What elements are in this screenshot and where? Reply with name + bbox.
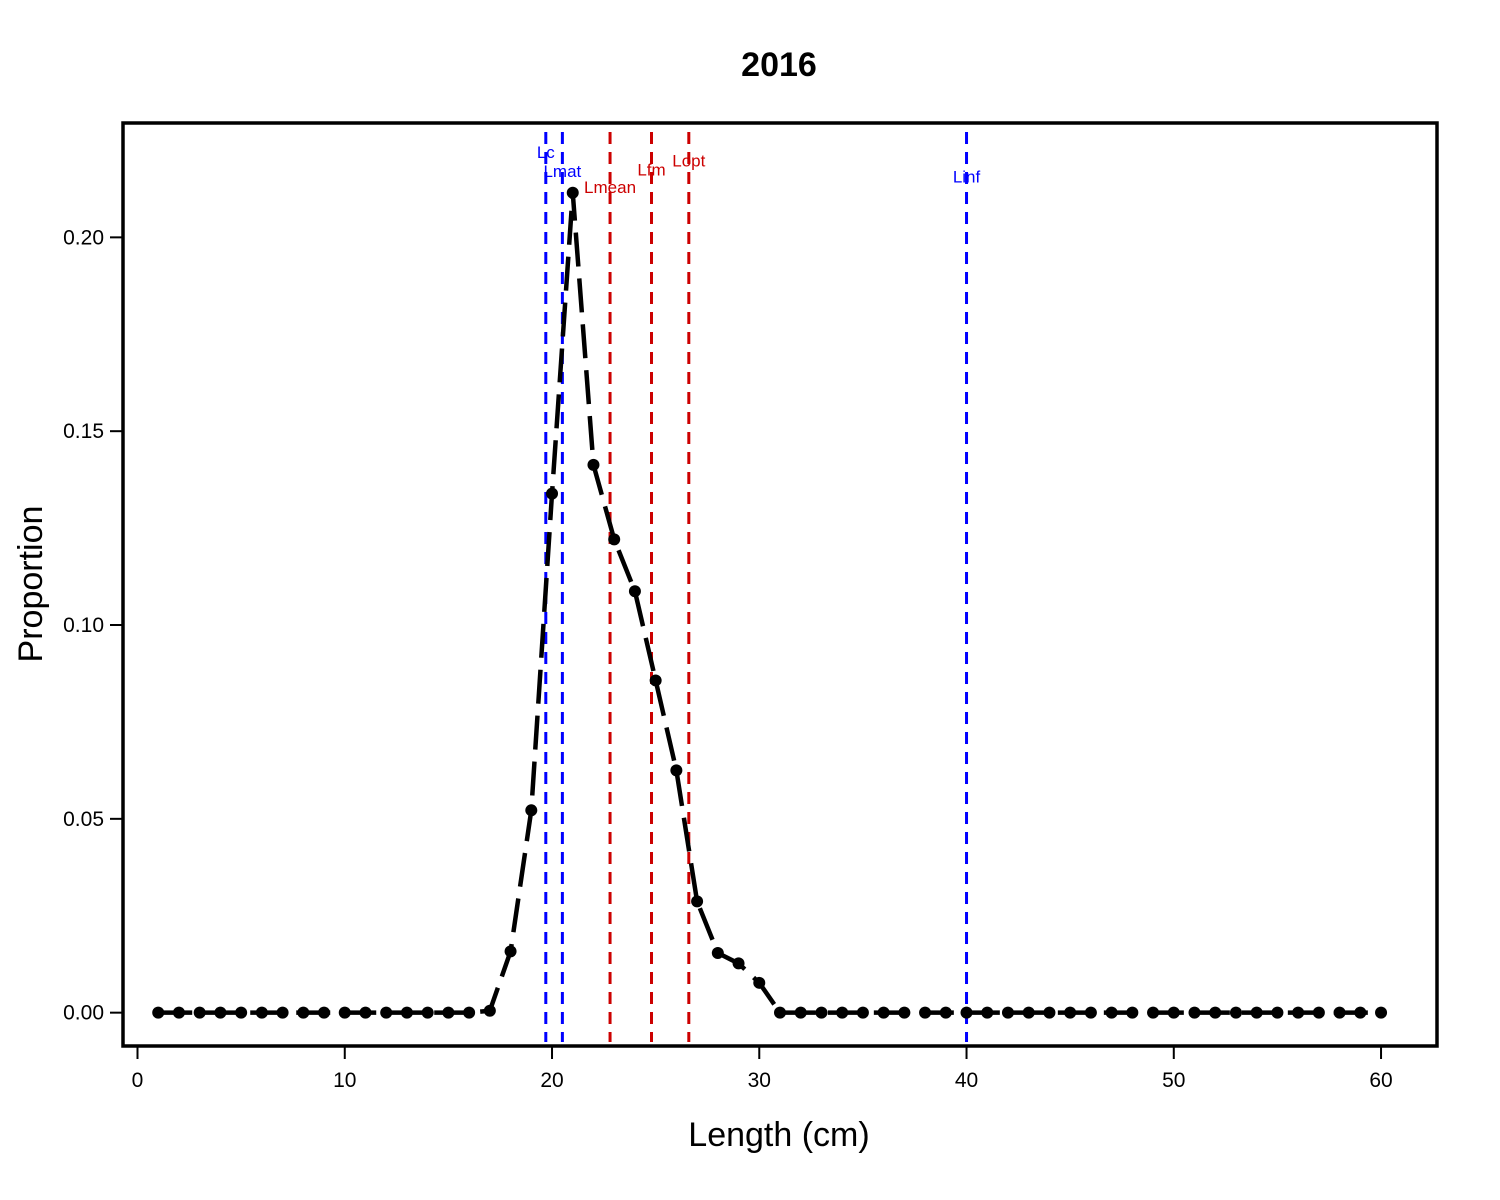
data-point [359, 1006, 372, 1019]
data-point [152, 1006, 165, 1019]
data-point [525, 804, 538, 817]
x-axis-title: Length (cm) [688, 1116, 869, 1154]
data-point [318, 1006, 331, 1019]
data-point [380, 1006, 393, 1019]
data-point [1043, 1006, 1056, 1019]
data-point [898, 1006, 911, 1019]
data-point [960, 1006, 973, 1019]
data-point [463, 1006, 476, 1019]
data-point [1064, 1006, 1077, 1019]
data-point [1022, 1006, 1035, 1019]
plot-frame [121, 121, 1439, 1048]
data-point [546, 487, 559, 500]
data-point [483, 1004, 496, 1017]
data-point [1354, 1006, 1367, 1019]
data-point [649, 674, 662, 687]
data-point [670, 764, 683, 777]
data-point [774, 1006, 786, 1019]
data-point [711, 946, 724, 959]
x-tick-label: 40 [955, 1069, 978, 1092]
data-point [193, 1006, 206, 1019]
y-tick-label: 0.20 [63, 226, 104, 249]
data-point [276, 1006, 289, 1019]
reference-label-linf: Linf [953, 168, 981, 187]
data-point [1375, 1006, 1388, 1019]
data-point [732, 957, 745, 970]
data-point [1209, 1006, 1222, 1019]
x-tick-label: 60 [1369, 1069, 1392, 1092]
data-point [1147, 1006, 1160, 1019]
data-point [794, 1006, 807, 1019]
y-tick-label: 0.00 [63, 1002, 104, 1025]
y-tick-label: 0.10 [63, 614, 104, 637]
data-point [442, 1006, 455, 1019]
data-point [939, 1006, 952, 1019]
data-point [1001, 1006, 1014, 1019]
data-point [1105, 1006, 1118, 1019]
data-point [504, 945, 517, 958]
data-point [1167, 1006, 1180, 1019]
data-point [856, 1006, 869, 1019]
data-point [1126, 1006, 1139, 1019]
chart-title: 2016 [741, 46, 817, 84]
series-line [158, 190, 1382, 1015]
data-point [1333, 1006, 1346, 1019]
y-tick-label: 0.15 [63, 420, 104, 443]
data-point [421, 1006, 434, 1019]
y-tick-label: 0.05 [63, 808, 104, 831]
data-point [1292, 1006, 1305, 1019]
data-point [566, 186, 579, 199]
data-point [400, 1006, 413, 1019]
reference-label-lc: Lc [537, 143, 555, 162]
data-point [877, 1006, 890, 1019]
data-point [608, 533, 621, 546]
data-point [255, 1006, 268, 1019]
data-point [981, 1006, 994, 1019]
data-point [1188, 1006, 1201, 1019]
data-point [1229, 1006, 1242, 1019]
reference-label-lmean: Lmean [584, 178, 636, 197]
data-point [919, 1006, 932, 1019]
data-point [1084, 1006, 1097, 1019]
x-tick-label: 10 [333, 1069, 356, 1092]
reference-label-lmat: Lmat [543, 162, 581, 181]
data-point [1271, 1006, 1284, 1019]
data-point [1250, 1006, 1263, 1019]
data-point [297, 1006, 310, 1019]
data-point [214, 1006, 227, 1019]
data-point [691, 895, 704, 908]
data-point [338, 1006, 351, 1019]
data-point [172, 1006, 185, 1019]
x-tick-label: 20 [540, 1069, 563, 1092]
x-tick-label: 50 [1162, 1069, 1185, 1092]
y-axis-title: Proportion [12, 506, 50, 663]
data-point [235, 1006, 248, 1019]
data-point [587, 458, 600, 471]
data-point [1312, 1006, 1325, 1019]
x-tick-label: 30 [748, 1069, 771, 1092]
data-point [815, 1006, 828, 1019]
data-point [753, 976, 766, 989]
reference-label-lfm: Lfm [637, 161, 665, 180]
axes: 0 10 20 30 40 50 60 0.00 0.05 0.10 0.15 0.20 [63, 226, 1393, 1092]
data-point [628, 585, 641, 598]
x-tick-label: 0 [132, 1069, 144, 1092]
data-point [836, 1006, 849, 1019]
reference-label-lopt: Lopt [672, 151, 705, 170]
